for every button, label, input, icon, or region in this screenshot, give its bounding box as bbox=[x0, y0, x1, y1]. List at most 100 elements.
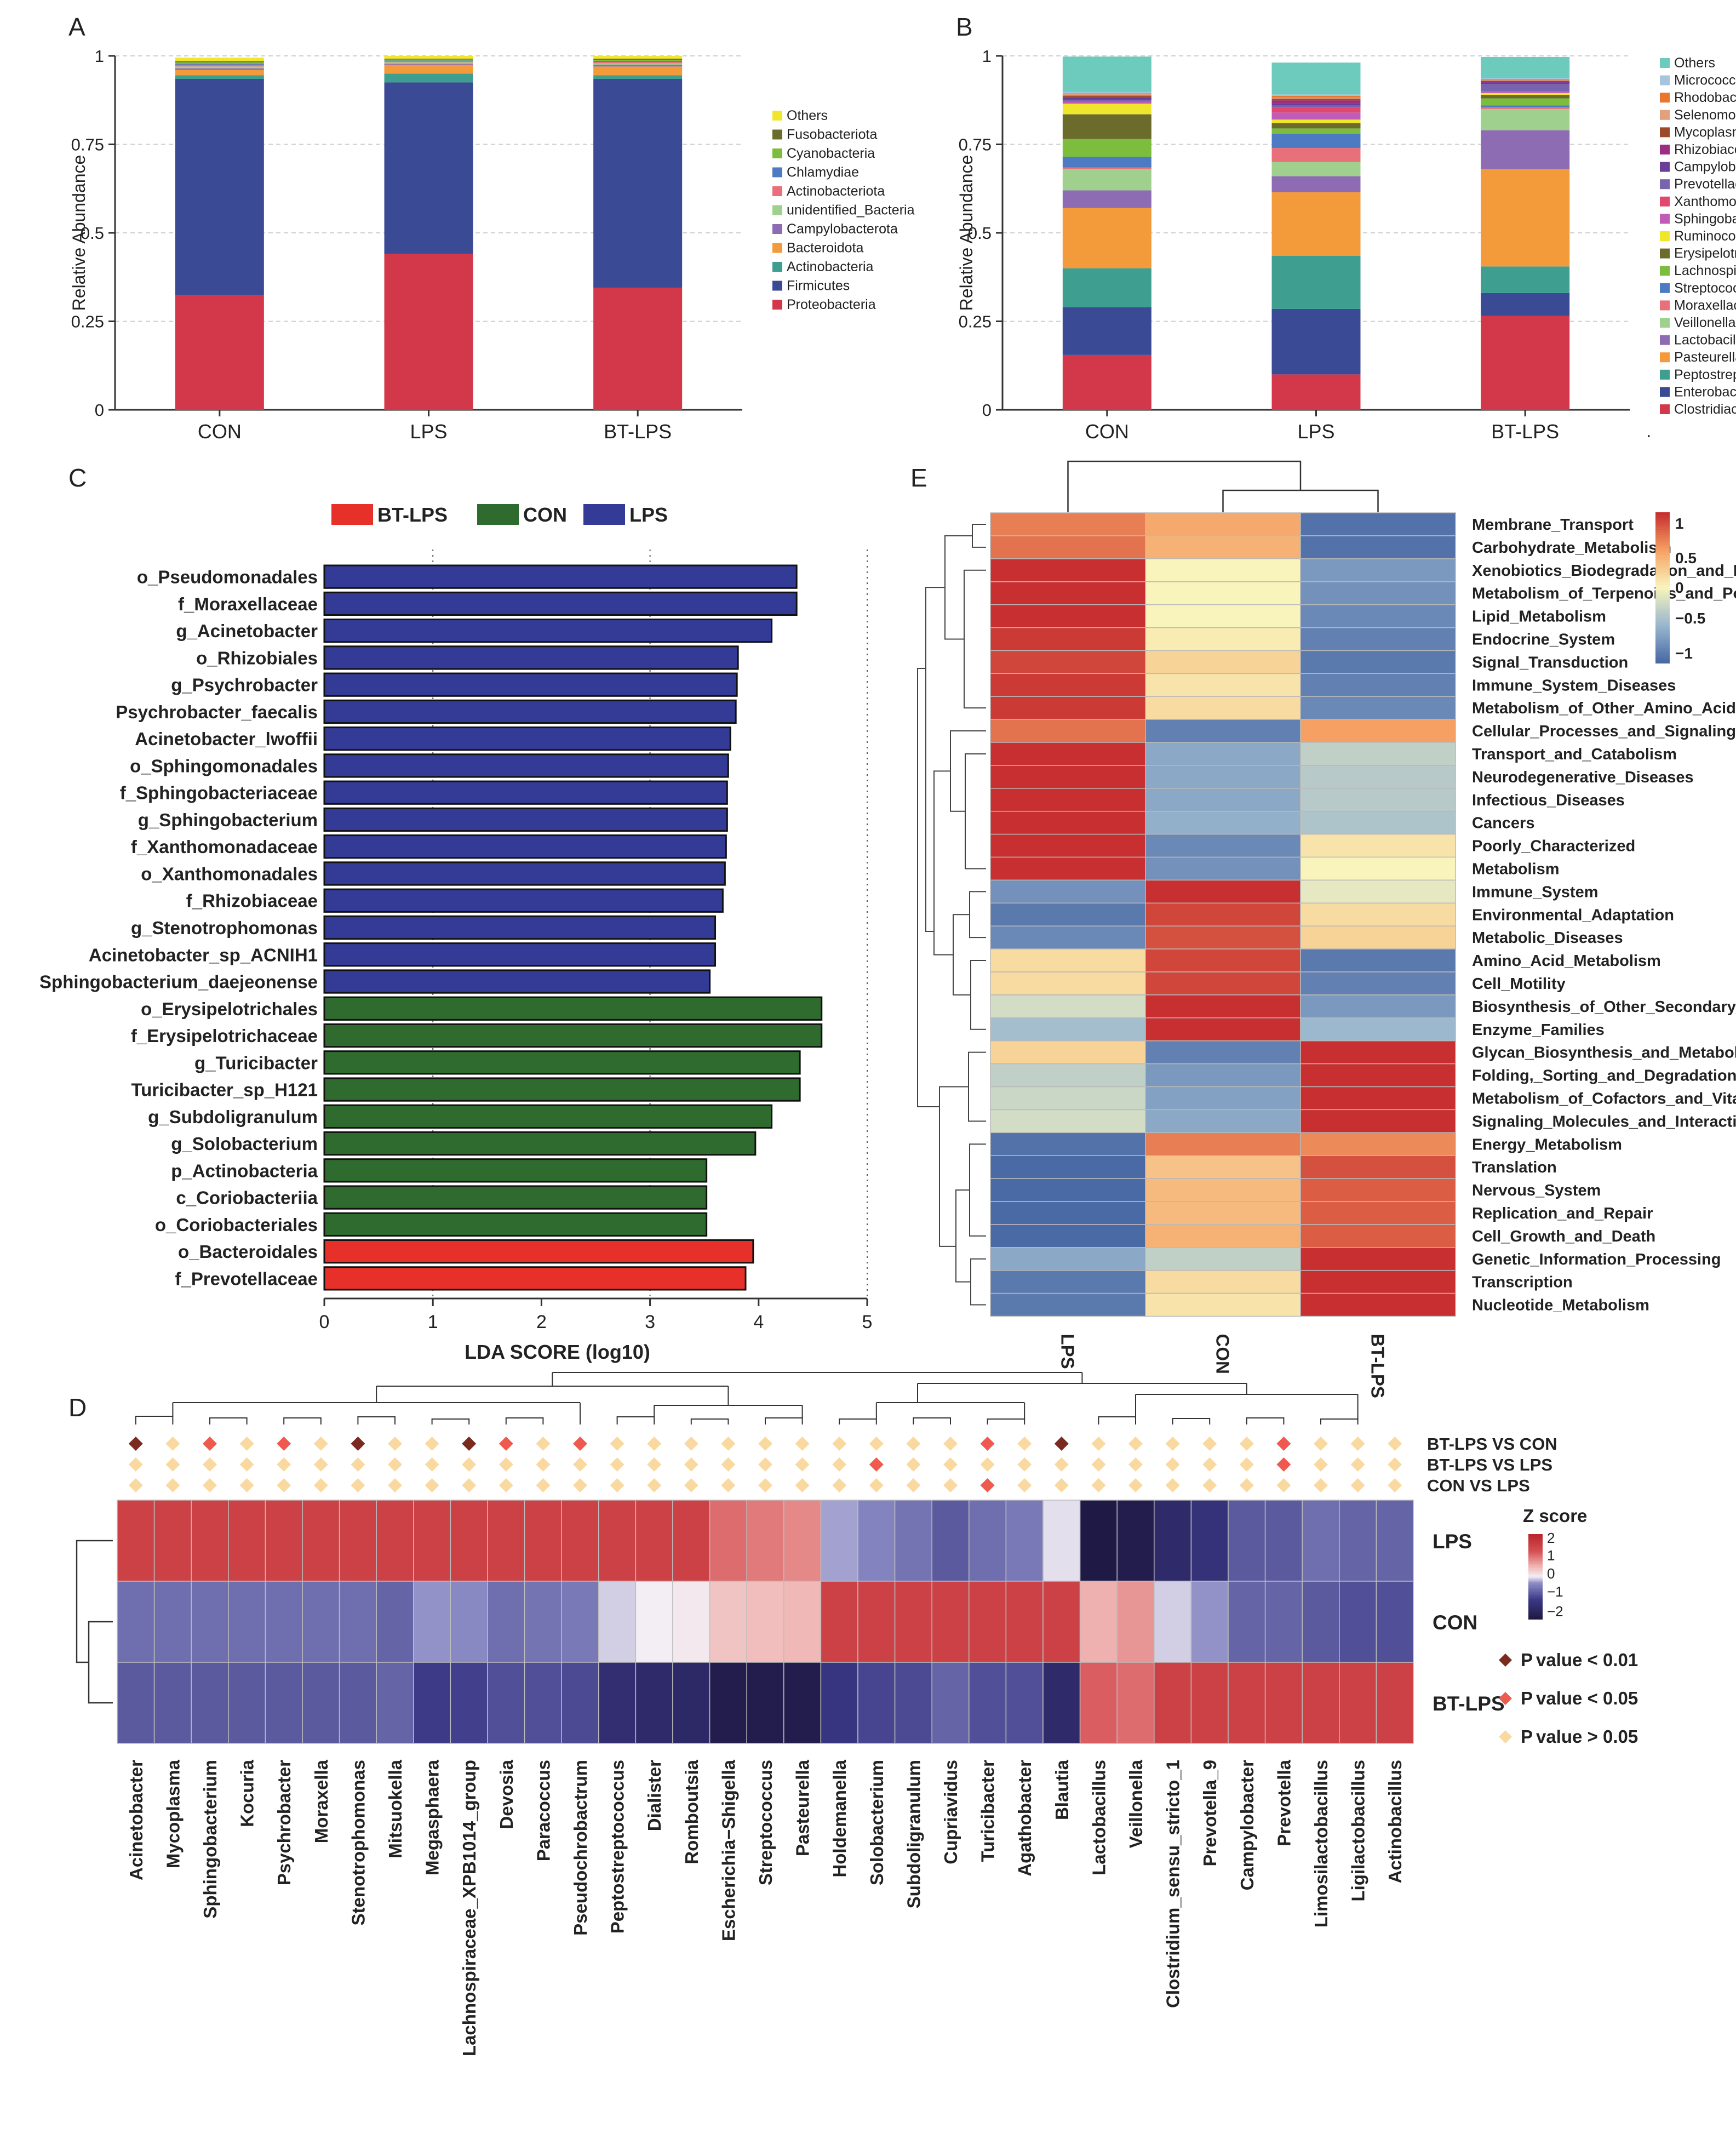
heatmap-cell bbox=[783, 1662, 822, 1744]
x-tick-label: 3 bbox=[645, 1312, 655, 1332]
significance-diamond bbox=[1314, 1478, 1328, 1492]
colorbar-step bbox=[1528, 1592, 1543, 1594]
heatmap-cell bbox=[1300, 1040, 1456, 1065]
heatmap-cell bbox=[302, 1662, 340, 1744]
heatmap-cell bbox=[672, 1500, 711, 1582]
colorbar-step bbox=[1655, 635, 1670, 639]
heatmap-cell bbox=[931, 1662, 970, 1744]
row-label: Glycan_Biosynthesis_and_Metabolism bbox=[1472, 1044, 1736, 1062]
heatmap-cell bbox=[1376, 1662, 1414, 1744]
significance-diamond bbox=[980, 1478, 995, 1492]
column-label: Peptostreptococcus bbox=[608, 1760, 628, 1933]
bar-segment bbox=[593, 288, 683, 410]
bar-segment bbox=[1271, 98, 1361, 99]
colorbar-tick-label: −2 bbox=[1547, 1603, 1563, 1620]
lda-bar-label: f_Erysipelotrichaceae bbox=[131, 1026, 318, 1046]
colorbar-step bbox=[1655, 570, 1670, 573]
heatmap-cell bbox=[1300, 902, 1456, 926]
legend: BT-LPS CON LPS bbox=[331, 504, 668, 526]
heatmap-cell bbox=[990, 1109, 1146, 1134]
heatmap-cell bbox=[1145, 879, 1301, 904]
bar-segment bbox=[1271, 123, 1361, 129]
significance-diamond bbox=[832, 1478, 847, 1492]
bar-segment bbox=[1481, 91, 1570, 93]
colorbar-step bbox=[1655, 620, 1670, 623]
significance-diamond bbox=[832, 1457, 847, 1472]
heatmap-cell bbox=[561, 1662, 599, 1744]
colorbar-step bbox=[1528, 1617, 1543, 1620]
heatmap-cell bbox=[1302, 1500, 1340, 1582]
significance-diamond bbox=[425, 1457, 439, 1472]
heatmap-cell bbox=[1339, 1581, 1377, 1663]
bar-segment bbox=[593, 66, 683, 76]
significance-diamond bbox=[943, 1437, 958, 1451]
legend-label: Others bbox=[1674, 55, 1715, 71]
row-dendrogram bbox=[933, 770, 953, 956]
bar-segment bbox=[1271, 374, 1361, 410]
lda-bar-label: Psychrobacter_faecalis bbox=[116, 702, 318, 722]
colorbar-step bbox=[1655, 592, 1670, 596]
heatmap-cell bbox=[1300, 879, 1456, 904]
legend-swatch bbox=[1660, 248, 1670, 259]
heatmap-cell bbox=[894, 1662, 932, 1744]
heatmap-cell bbox=[524, 1581, 562, 1663]
legend-label: Rhodobacteraceae bbox=[1674, 90, 1736, 105]
heatmap-cell bbox=[117, 1500, 155, 1582]
x-tick-label: LPS bbox=[410, 420, 447, 443]
heatmap-cell bbox=[265, 1500, 303, 1582]
x-tick-label: BT-LPS bbox=[604, 420, 672, 443]
heatmap-cell bbox=[990, 512, 1146, 536]
column-dendrogram bbox=[1067, 460, 1302, 512]
bar-segment bbox=[1062, 98, 1151, 100]
bar-segment bbox=[1271, 62, 1361, 95]
heatmap-cell bbox=[894, 1581, 932, 1663]
heatmap-cell bbox=[1264, 1581, 1303, 1663]
heatmap-cell bbox=[153, 1662, 192, 1744]
column-dendrogram bbox=[616, 1416, 655, 1425]
heatmap-cell bbox=[990, 558, 1146, 582]
column-label: Mitsuokella bbox=[385, 1759, 405, 1858]
column-label: Sphingobacterium bbox=[200, 1760, 220, 1919]
heatmap-cell bbox=[450, 1581, 488, 1663]
lda-bar-label: f_Rhizobiaceae bbox=[186, 891, 318, 911]
lda-bar bbox=[323, 834, 727, 859]
heatmap-cell bbox=[820, 1581, 858, 1663]
significance-diamond bbox=[1314, 1437, 1328, 1451]
heatmap-cell bbox=[1042, 1500, 1081, 1582]
heatmap-cell bbox=[1300, 604, 1456, 628]
significance-diamond bbox=[499, 1437, 513, 1451]
bar-segment bbox=[1271, 147, 1361, 162]
colorbar-step bbox=[1655, 657, 1670, 661]
bar-segment bbox=[1271, 255, 1361, 309]
colorbar-step bbox=[1655, 554, 1670, 558]
legend-swatch bbox=[772, 186, 782, 196]
heatmap-cell bbox=[450, 1500, 488, 1582]
column-label: Campylobacter bbox=[1237, 1760, 1257, 1891]
row-label: Cancers bbox=[1472, 815, 1534, 832]
column-label: Acinetobacter bbox=[126, 1760, 146, 1880]
heatmap-cell bbox=[1005, 1500, 1044, 1582]
legend-swatch bbox=[772, 262, 782, 272]
colorbar-step bbox=[1655, 580, 1670, 583]
heatmap-cell bbox=[783, 1500, 822, 1582]
heatmap-cell bbox=[1300, 765, 1456, 789]
row-label: Biosynthesis_of_Other_Secondary_Metaboli… bbox=[1472, 998, 1736, 1016]
heatmap-cell bbox=[990, 1247, 1146, 1271]
row-label: Endocrine_System bbox=[1472, 631, 1615, 648]
row-label: Metabolism_of_Cofactors_and_Vitamins bbox=[1472, 1090, 1736, 1107]
significance-diamond bbox=[1388, 1437, 1402, 1451]
significance-legend-diamond bbox=[1499, 1654, 1512, 1667]
colorbar-step bbox=[1528, 1544, 1543, 1546]
bar-segment bbox=[593, 59, 683, 60]
significance-diamond bbox=[351, 1437, 365, 1451]
legend-label: Proteobacteria bbox=[787, 297, 876, 312]
heatmap-cell bbox=[1228, 1581, 1266, 1663]
bar-segment bbox=[1062, 94, 1151, 96]
lda-bar bbox=[323, 645, 739, 670]
lda-bar-label: g_Subdoligranulum bbox=[148, 1107, 318, 1127]
significance-diamond bbox=[1388, 1457, 1402, 1472]
row-label: Immune_System_Diseases bbox=[1472, 677, 1676, 694]
colorbar-step bbox=[1655, 550, 1670, 553]
row-dendrogram bbox=[965, 753, 986, 869]
heatmap-cell bbox=[990, 1017, 1146, 1042]
